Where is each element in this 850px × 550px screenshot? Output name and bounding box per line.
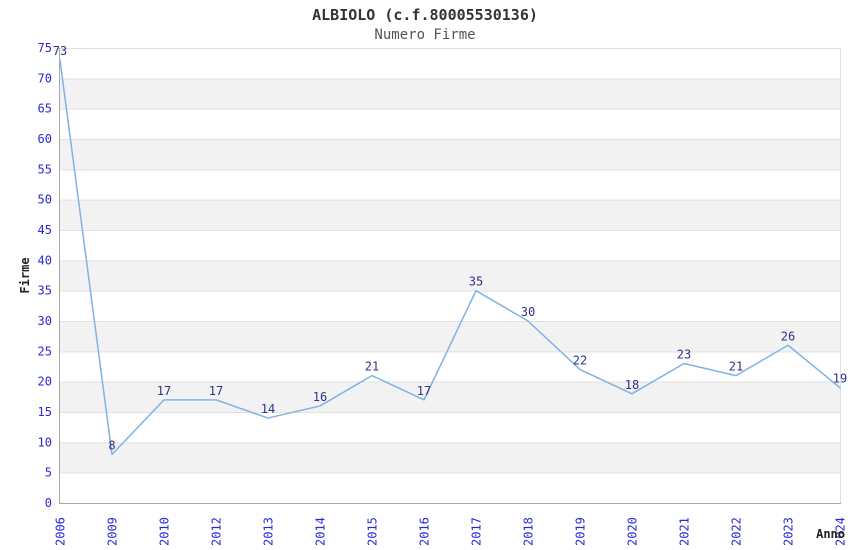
chart-title: ALBIOLO (c.f.80005530136)	[312, 6, 538, 24]
line-series	[59, 59, 841, 456]
point-value-label: 8	[108, 438, 115, 452]
y-axis-tick-label: 5	[45, 466, 52, 480]
plot-band	[60, 78, 840, 109]
y-axis-tick-label: 35	[38, 284, 52, 298]
x-axis-tick-label: 2019	[574, 517, 588, 546]
y-axis-tick-label: 65	[38, 102, 52, 116]
y-axis-tick-label: 25	[38, 344, 52, 358]
plot-band	[60, 139, 840, 170]
y-axis-tick-label: 15	[38, 405, 52, 419]
point-value-label: 30	[521, 305, 535, 319]
point-value-label: 35	[469, 275, 483, 289]
x-axis-tick-label: 2017	[470, 517, 484, 546]
y-axis-tick-label: 30	[38, 314, 52, 328]
point-value-label: 18	[625, 378, 639, 392]
x-axis-title: Anno	[816, 527, 845, 541]
point-value-label: 14	[261, 402, 275, 416]
y-axis-tick-label: 45	[38, 223, 52, 237]
plot-band	[60, 199, 840, 230]
y-axis-tick-label: 55	[38, 162, 52, 176]
y-axis-tick-label: 0	[45, 496, 52, 510]
y-axis-title: Firme	[18, 257, 32, 293]
point-value-label: 22	[573, 354, 587, 368]
x-axis-tick-label: 2014	[314, 517, 328, 546]
point-value-label: 17	[209, 384, 223, 398]
x-axis-tick-label: 2022	[730, 517, 744, 546]
y-axis-tick-label: 60	[38, 132, 52, 146]
point-value-label: 17	[417, 384, 431, 398]
x-axis-tick-label: 2009	[106, 517, 120, 546]
point-value-label: 26	[781, 329, 795, 343]
chart-subtitle: Numero Firme	[374, 27, 476, 43]
y-axis-tick-label: 75	[38, 41, 52, 55]
x-axis-tick-label: 2010	[158, 517, 172, 546]
x-axis-tick-label: 2024	[834, 517, 848, 546]
y-axis-tick-label: 20	[38, 375, 52, 389]
point-value-label: 21	[729, 360, 743, 374]
point-value-label: 16	[313, 390, 327, 404]
x-axis-tick-label: 2021	[678, 517, 692, 546]
y-axis-tick-label: 50	[38, 193, 52, 207]
point-value-label: 73	[53, 44, 67, 58]
y-axis-tick-label: 40	[38, 253, 52, 267]
plot-band	[60, 442, 840, 473]
point-value-label: 17	[157, 384, 171, 398]
plot-band	[60, 381, 840, 412]
x-axis-tick-label: 2020	[626, 517, 640, 546]
y-axis-tick-label: 10	[38, 435, 52, 449]
point-value-label: 23	[677, 347, 691, 361]
point-value-label: 21	[365, 360, 379, 374]
x-axis-tick-label: 2006	[54, 517, 68, 546]
x-axis-tick-label: 2023	[782, 517, 796, 546]
x-axis-tick-label: 2013	[262, 517, 276, 546]
point-value-label: 19	[833, 372, 847, 386]
x-axis-tick-label: 2012	[210, 517, 224, 546]
x-axis-tick-label: 2016	[418, 517, 432, 546]
x-axis-tick-label: 2018	[522, 517, 536, 546]
x-axis-tick-label: 2015	[366, 517, 380, 546]
plot-band	[60, 260, 840, 291]
y-axis-tick-label: 70	[38, 71, 52, 85]
